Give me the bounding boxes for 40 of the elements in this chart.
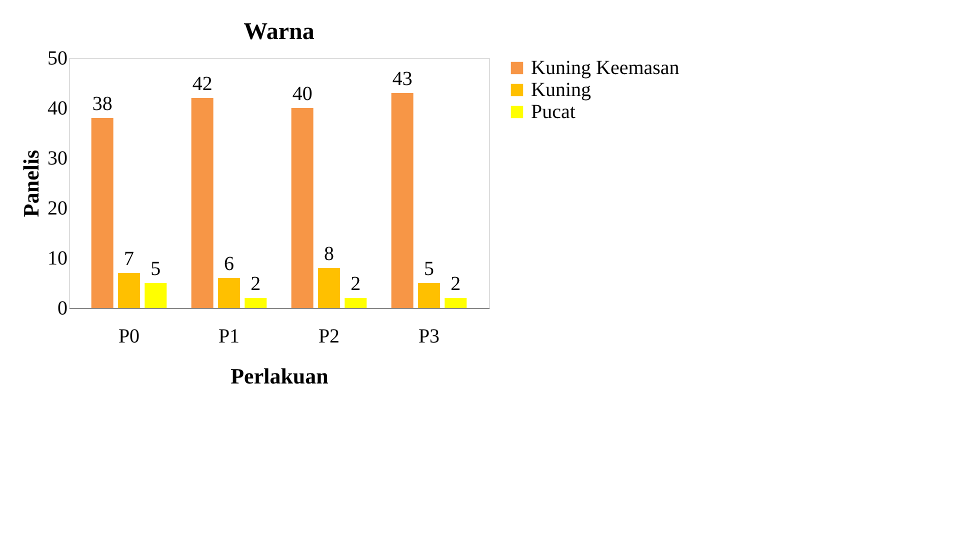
bar <box>318 268 340 308</box>
legend-label: Pucat <box>531 101 576 123</box>
legend-label: Kuning <box>531 79 591 101</box>
legend-label: Kuning Keemasan <box>531 57 680 79</box>
y-tick-label: 20 <box>48 198 68 220</box>
data-label: 43 <box>392 68 412 90</box>
y-tick-label: 0 <box>58 298 68 320</box>
x-tick-label: P1 <box>218 326 240 348</box>
bar <box>118 273 140 308</box>
data-label: 2 <box>250 273 261 295</box>
bar <box>191 98 214 308</box>
bar <box>418 283 440 308</box>
x-tick-label: P3 <box>418 326 440 348</box>
x-axis-title: Perlakuan <box>230 364 328 388</box>
bar <box>291 108 314 308</box>
data-label: 5 <box>150 258 161 280</box>
data-label: 8 <box>324 243 334 265</box>
bar <box>391 93 414 308</box>
bar <box>144 283 167 308</box>
y-tick-label: 10 <box>48 248 68 270</box>
y-tick-label: 40 <box>48 98 68 120</box>
data-label: 2 <box>450 273 461 295</box>
y-tick-label: 50 <box>48 48 68 70</box>
data-label: 2 <box>350 273 361 295</box>
data-label: 38 <box>92 93 112 115</box>
bar <box>444 298 467 308</box>
x-tick-label: P2 <box>318 326 340 348</box>
data-label: 42 <box>192 73 212 95</box>
data-label: 7 <box>124 248 134 270</box>
data-label: 5 <box>424 258 434 280</box>
bar <box>91 118 114 308</box>
data-label: 6 <box>224 253 234 275</box>
bar <box>344 298 367 308</box>
x-tick-label: P0 <box>118 326 140 348</box>
bar <box>244 298 267 308</box>
chart-title: Warna <box>244 19 314 45</box>
bar <box>218 278 240 308</box>
y-axis-title: Panelis <box>18 149 44 218</box>
data-label: 40 <box>292 83 312 105</box>
y-tick-label: 30 <box>48 148 68 170</box>
